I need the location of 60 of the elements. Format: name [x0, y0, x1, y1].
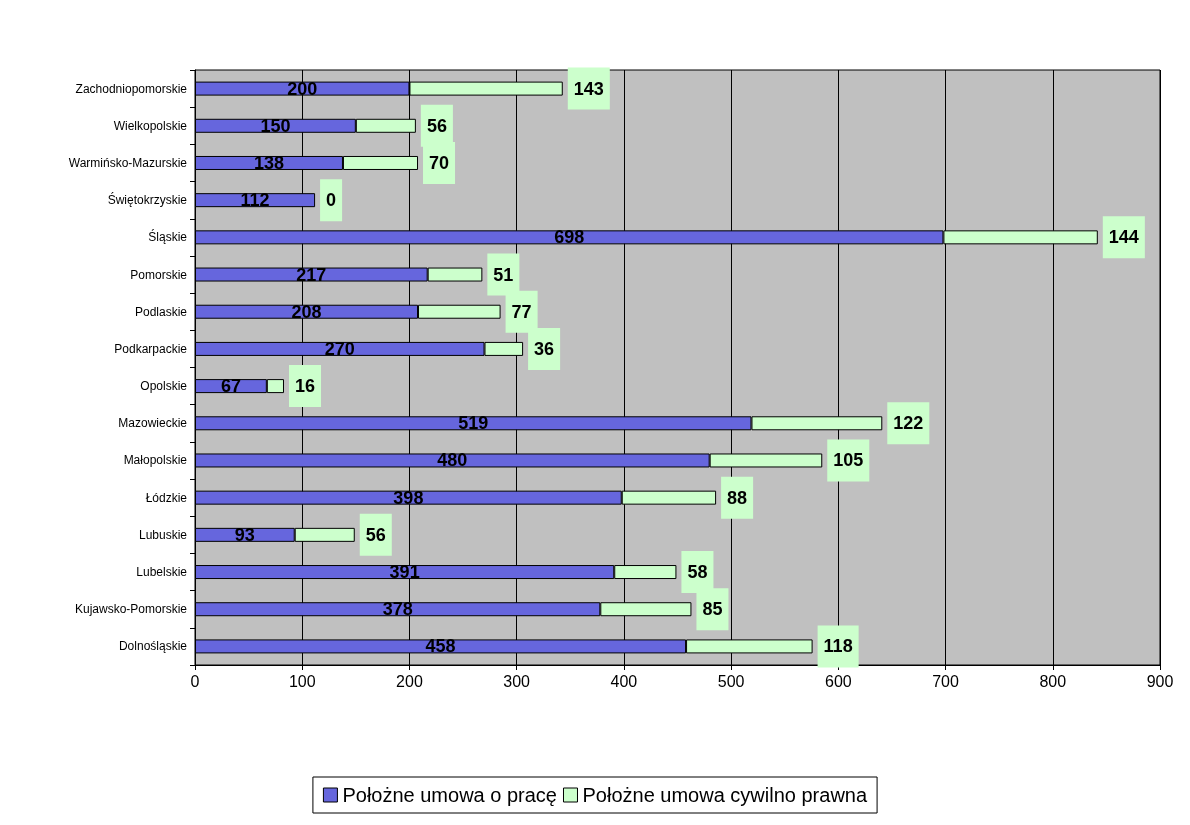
y-tick-label: Warmińsko-Mazurskie: [68, 155, 188, 170]
data-label: 88: [727, 487, 748, 508]
y-tick-label: Podlaskie: [134, 304, 188, 319]
x-tick-label: 300: [503, 672, 531, 690]
data-label: 217: [296, 264, 327, 285]
data-label: 208: [291, 301, 322, 322]
data-label: 70: [429, 152, 450, 173]
y-tick-label: Kujawsko-Pomorskie: [74, 602, 188, 617]
data-label: 85: [702, 599, 723, 620]
data-label: 519: [458, 413, 489, 434]
y-tick-label: Dolnośląskie: [118, 639, 188, 654]
data-label: 144: [1108, 227, 1139, 248]
y-tick-label: Łódzkie: [145, 490, 188, 505]
data-label: 36: [534, 338, 555, 359]
y-tick-label: Lubelskie: [136, 565, 188, 580]
data-label: 56: [365, 524, 386, 545]
x-tick-label: 600: [824, 672, 852, 690]
data-label: 458: [425, 636, 456, 657]
data-label: 58: [687, 562, 708, 583]
data-label: 143: [573, 78, 604, 99]
data-label: 378: [382, 599, 413, 620]
data-label: 698: [554, 227, 585, 248]
data-label: 105: [833, 450, 864, 471]
y-tick-label: Świętokrzyskie: [107, 192, 188, 208]
x-tick-label: 400: [610, 672, 638, 690]
y-tick-label: Małopolskie: [123, 453, 188, 468]
data-label: 391: [389, 562, 420, 583]
data-label: 150: [260, 115, 291, 136]
data-label: 67: [220, 376, 241, 397]
data-label: 0: [326, 190, 337, 211]
x-tick-label: 200: [396, 672, 423, 690]
x-tick-label: 100: [288, 672, 316, 690]
x-tick-label: 500: [717, 672, 745, 690]
data-label: 118: [823, 636, 853, 657]
x-tick-label: 900: [1146, 672, 1174, 690]
y-tick-label: Mazowieckie: [118, 416, 188, 431]
data-label: 398: [393, 487, 424, 508]
legend-label: Położne umowa cywilno prawna: [582, 784, 868, 806]
data-label: 270: [324, 338, 355, 359]
data-label: 122: [893, 413, 924, 434]
data-label: 16: [294, 376, 316, 397]
y-tick-label: Śląskie: [148, 229, 188, 245]
x-tick-label: 0: [190, 672, 200, 690]
y-tick-label: Podkarpackie: [114, 341, 188, 356]
data-label: 77: [511, 301, 532, 322]
y-tick-label: Wielkopolskie: [113, 118, 188, 133]
data-label: 138: [253, 152, 285, 173]
data-label: 93: [234, 524, 255, 545]
data-label: 51: [493, 264, 514, 285]
data-label: 56: [426, 115, 447, 136]
data-label: 200: [287, 78, 318, 99]
x-tick-label: 700: [932, 672, 959, 690]
y-tick-label: Zachodniopomorskie: [75, 81, 188, 96]
data-label: 112: [240, 190, 270, 211]
legend-label: Położne umowa o pracę: [342, 784, 557, 806]
x-tick-label: 800: [1039, 672, 1067, 690]
y-tick-label: Lubuskie: [138, 527, 188, 542]
data-label: 480: [437, 450, 468, 471]
y-tick-label: Pomorskie: [130, 267, 188, 282]
y-tick-label: Opolskie: [140, 379, 188, 394]
